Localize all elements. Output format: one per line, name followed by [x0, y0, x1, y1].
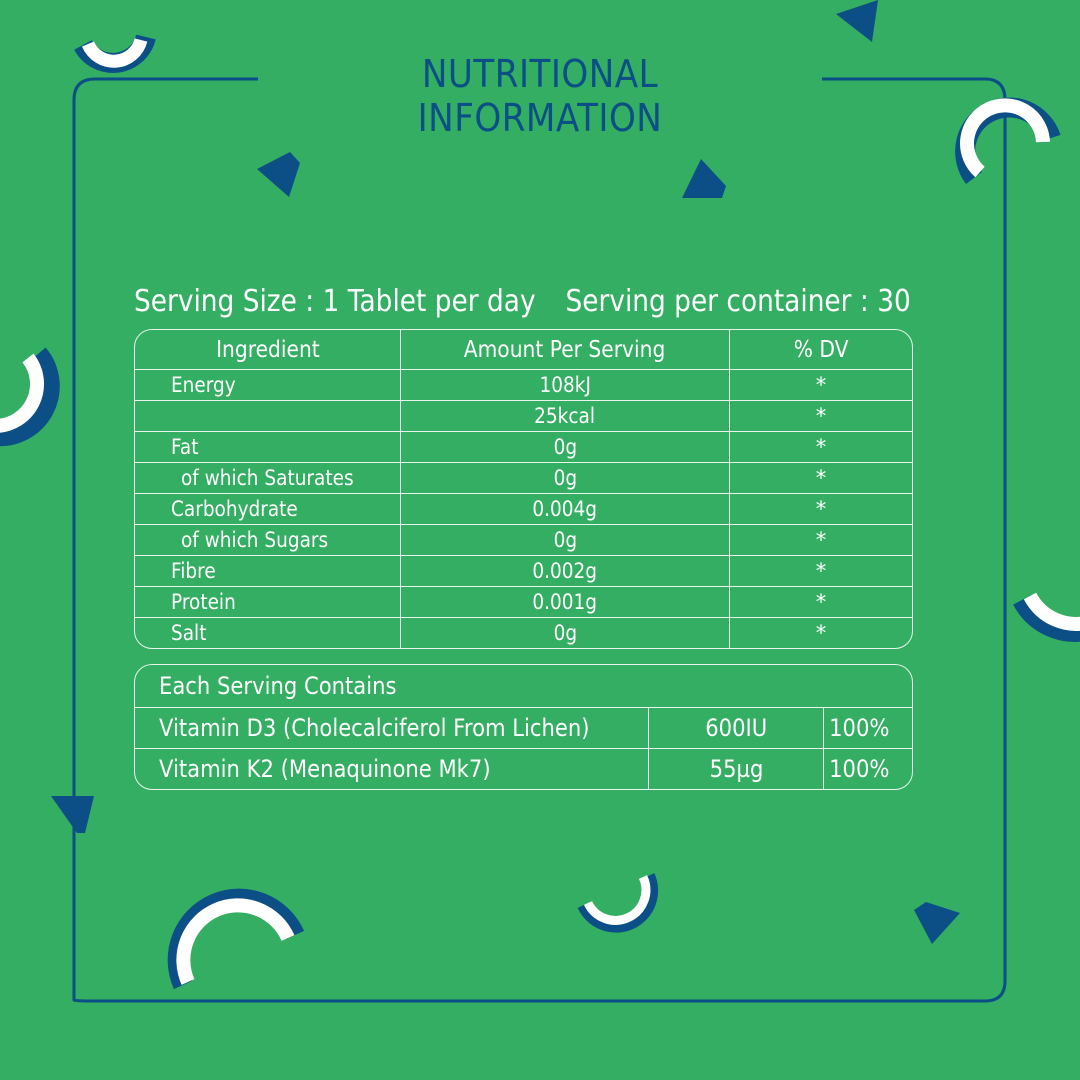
vitamins-heading: Each Serving Contains [135, 665, 912, 708]
vitamins-table: Each Serving Contains Vitamin D3 (Cholec… [134, 664, 913, 790]
ingredient-cell [135, 401, 401, 432]
table-row: Protein 0.001g * [135, 587, 912, 618]
column-header-dv: % DV [730, 330, 912, 370]
table-row: of which Saturates 0g * [135, 463, 912, 494]
dv-cell: * [730, 463, 912, 494]
serving-size: Serving Size : 1 Tablet per day [134, 284, 536, 319]
amount-cell: 0.001g [401, 587, 730, 618]
dv-cell: * [815, 621, 827, 645]
amount-cell: 0.004g [401, 494, 730, 525]
column-header-ingredient: Ingredient [135, 330, 401, 370]
arc-icon [577, 873, 659, 933]
ingredient-cell: Fat [135, 432, 401, 463]
dv-cell: * [730, 587, 912, 618]
ingredient-cell: Carbohydrate [135, 494, 401, 525]
ingredient-cell: Protein [135, 587, 401, 618]
table-row: Fibre 0.002g * [135, 556, 912, 587]
dv-cell: * [730, 525, 912, 556]
nutrition-table: Ingredient Amount Per Serving % DV Energ… [134, 329, 913, 649]
amount-cell: 0g [401, 432, 730, 463]
table-row: 25kcal * [135, 401, 912, 432]
table-row: Vitamin D3 (Cholecalciferol From Lichen)… [135, 708, 912, 749]
dv-cell: * [730, 494, 912, 525]
amount-cell: 25kcal [401, 401, 730, 432]
table-row: Carbohydrate 0.004g * [135, 494, 912, 525]
column-header-amount: Amount Per Serving [401, 330, 730, 370]
triangle-icon [257, 152, 300, 197]
vitamins-heading-row: Each Serving Contains [135, 665, 912, 708]
serving-info: Serving Size : 1 Tablet per day Serving p… [134, 284, 911, 319]
arc-icon [1013, 592, 1080, 642]
ingredient-cell: Energy [135, 370, 401, 401]
amount-cell: 0.002g [401, 556, 730, 587]
amount-cell: 0g [401, 618, 730, 648]
page-title: NUTRITIONAL INFORMATION [417, 52, 663, 140]
table-header-row: Ingredient Amount Per Serving % DV [135, 330, 912, 370]
arc-icon [955, 97, 1061, 185]
dv-cell: * [730, 432, 912, 463]
table-row: Vitamin K2 (Menaquinone Mk7) 55µg 100% [135, 749, 912, 789]
ingredient-cell: of which Sugars [135, 525, 401, 556]
table-row: Energy 108kJ * [135, 370, 912, 401]
ingredient-cell: Salt [135, 618, 401, 648]
ingredient-cell: of which Saturates [135, 463, 401, 494]
amount-cell: 108kJ [401, 370, 730, 401]
arc-icon [167, 888, 305, 990]
table-row: of which Sugars 0g * [135, 525, 912, 556]
arc-icon [74, 34, 156, 73]
triangle-icon [51, 796, 94, 833]
ingredient-cell: Fibre [135, 556, 401, 587]
dv-cell: * [730, 370, 912, 401]
vitamin-name-cell: Vitamin D3 (Cholecalciferol From Lichen) [135, 708, 650, 749]
vitamin-dv-cell: 100% [829, 755, 890, 783]
amount-cell: 0g [401, 463, 730, 494]
table-row: Fat 0g * [135, 432, 912, 463]
triangle-icon [682, 159, 726, 198]
table-row: Salt 0g * [135, 618, 912, 648]
vitamin-dv-cell: 100% [824, 708, 912, 749]
arc-icon [0, 347, 60, 447]
triangle-icon [914, 902, 960, 944]
vitamin-amount-cell: 600IU [649, 708, 825, 749]
triangle-icon [836, 0, 878, 42]
dv-cell: * [730, 556, 912, 587]
amount-cell: 0g [401, 525, 730, 556]
frame-border [72, 77, 1007, 1003]
vitamin-amount-cell: 55µg [649, 749, 825, 789]
servings-per-container: Serving per container : 30 [565, 284, 911, 319]
dv-cell: * [730, 401, 912, 432]
vitamin-name-cell: Vitamin K2 (Menaquinone Mk7) [135, 749, 650, 789]
